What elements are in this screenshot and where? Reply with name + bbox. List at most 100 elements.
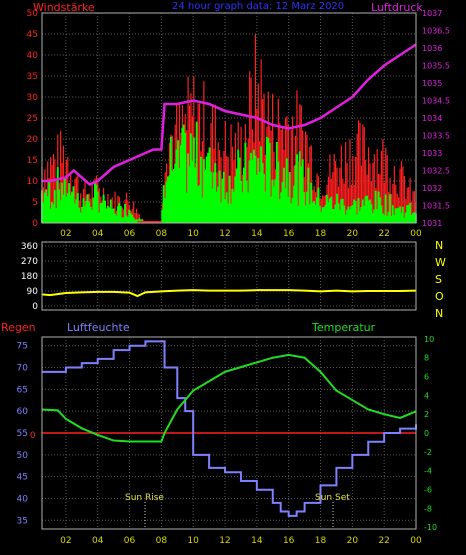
pressure-tick-label: 1032 — [422, 184, 442, 193]
temperature-tick-label: 0 — [424, 429, 429, 438]
wind-axis-ticks: 0 5 10 15 20 25 30 35 40 45 50 — [27, 9, 39, 229]
pressure-tick-label: 1036.5 — [422, 27, 450, 36]
wind-axis-title: Windstärke — [33, 1, 95, 14]
humidity-temperature-data — [41, 340, 417, 517]
wind-tick-label: 25 — [27, 114, 38, 124]
direction-frame — [41, 241, 417, 311]
direction-line — [41, 289, 417, 298]
direction-tick-label: 180 — [21, 272, 38, 282]
wind-tick-label: 45 — [27, 30, 38, 40]
temperature-axis-ticks: -10 -8 -6 -4 -2 0 2 4 6 8 10 — [424, 335, 437, 532]
wind-tick-label: 20 — [27, 135, 39, 145]
direction-grid — [42, 242, 417, 310]
humidity-tick-label: 60 — [17, 407, 29, 417]
temperature-tick-label: -4 — [424, 467, 432, 476]
hour-axis-ticks-bottom: 02 04 06 08 10 12 14 16 18 20 22 00 — [60, 536, 422, 546]
hour-tick-label: 12 — [219, 536, 230, 546]
direction-letter-n-top: N — [435, 239, 443, 252]
humidity-tick-label: 65 — [17, 385, 28, 395]
hour-tick-label: 06 — [124, 229, 136, 239]
humidity-tick-label: 55 — [17, 429, 28, 439]
wind-tick-label: 0 — [32, 219, 38, 229]
hour-axis-ticks: 02 04 06 08 10 12 14 16 18 20 22 00 — [60, 229, 422, 239]
temperature-tick-label: 10 — [424, 335, 434, 344]
pressure-tick-label: 1032.5 — [422, 167, 450, 176]
pressure-tick-label: 1031.5 — [422, 202, 450, 211]
humidity-tick-label: 40 — [17, 494, 29, 504]
pressure-axis-title: Luftdruck — [371, 1, 423, 14]
wind-pressure-frame — [41, 12, 417, 224]
pressure-tick-label: 1035 — [422, 79, 442, 88]
hour-tick-label: 06 — [124, 536, 136, 546]
hour-tick-label: 00 — [410, 536, 422, 546]
direction-letter-o: O — [435, 290, 444, 303]
hour-tick-label: 08 — [156, 229, 168, 239]
rain-zero-label: 0 — [30, 431, 36, 441]
humidity-axis-title: Luftfeuchte — [67, 321, 130, 334]
temperature-line — [41, 353, 417, 443]
humidity-axis-ticks: 35 40 45 50 55 60 65 70 75 — [17, 342, 29, 527]
temperature-tick-label: 8 — [424, 354, 429, 363]
temperature-tick-label: -6 — [424, 485, 432, 494]
wind-tick-label: 35 — [27, 72, 38, 82]
temperature-tick-label: 6 — [424, 373, 429, 382]
hour-tick-label: 10 — [187, 229, 199, 239]
hour-tick-label: 16 — [283, 229, 295, 239]
wind-pressure-data — [41, 34, 417, 223]
sun-set-label: Sun Set — [315, 493, 350, 503]
hour-tick-label: 12 — [219, 229, 230, 239]
wind-tick-label: 15 — [27, 156, 38, 166]
hour-tick-label: 02 — [60, 536, 71, 546]
hour-tick-label: 20 — [347, 229, 359, 239]
direction-data — [41, 289, 417, 298]
wind-tick-label: 30 — [27, 93, 39, 103]
hour-tick-label: 16 — [283, 536, 295, 546]
temperature-tick-label: -2 — [424, 448, 432, 457]
direction-letter-s: S — [435, 273, 442, 286]
pressure-tick-label: 1033.5 — [422, 132, 450, 141]
temperature-axis-title: Temperatur — [311, 321, 376, 334]
wind-tick-label: 40 — [27, 51, 39, 61]
direction-tick-label: 0 — [32, 302, 38, 312]
hour-tick-label: 18 — [315, 229, 327, 239]
temperature-tick-label: 2 — [424, 410, 429, 419]
hour-tick-label: 14 — [251, 229, 263, 239]
pressure-axis-ticks: 1031 1031.5 1032 1032.5 1033 1033.5 1034 1034.5… — [422, 9, 450, 228]
humidity-tick-label: 50 — [17, 451, 29, 461]
hour-tick-label: 02 — [60, 229, 71, 239]
direction-tick-label: 270 — [21, 257, 38, 267]
humidity-tick-label: 70 — [17, 364, 29, 374]
hour-tick-label: 14 — [251, 536, 263, 546]
pressure-tick-label: 1031 — [422, 219, 442, 228]
direction-axis-ticks: 0 90 180 270 360 — [21, 242, 38, 312]
wind-tick-label: 10 — [27, 177, 39, 187]
humidity-line — [42, 340, 417, 517]
pressure-tick-label: 1036 — [422, 44, 442, 53]
temperature-tick-label: -10 — [424, 523, 437, 532]
pressure-line — [42, 43, 417, 186]
hour-tick-label: 18 — [315, 536, 327, 546]
chart-title: 24 hour graph data: 12 Marz 2020 — [172, 1, 344, 12]
pressure-tick-label: 1034 — [422, 114, 442, 123]
direction-letter-w: W — [435, 256, 446, 269]
humidity-tick-label: 75 — [17, 342, 28, 352]
wind-tick-label: 5 — [32, 198, 38, 208]
hour-tick-label: 22 — [378, 536, 389, 546]
pressure-tick-label: 1035.5 — [422, 62, 450, 71]
hour-tick-label: 00 — [410, 229, 422, 239]
direction-letter-n-bottom: N — [435, 307, 443, 320]
rain-axis-title: Regen — [1, 321, 36, 334]
hour-tick-label: 04 — [92, 229, 104, 239]
direction-tick-label: 90 — [27, 287, 39, 297]
hour-tick-label: 08 — [156, 536, 168, 546]
direction-tick-label: 360 — [21, 242, 38, 252]
pressure-tick-label: 1037 — [422, 9, 442, 18]
humidity-temperature-frame — [41, 336, 417, 530]
hour-tick-label: 10 — [187, 536, 199, 546]
temperature-tick-label: 4 — [424, 391, 429, 400]
pressure-tick-label: 1033 — [422, 149, 442, 158]
pressure-tick-label: 1034.5 — [422, 97, 450, 106]
sun-rise-label: Sun Rise — [125, 493, 164, 503]
humidity-tick-label: 45 — [17, 473, 28, 483]
